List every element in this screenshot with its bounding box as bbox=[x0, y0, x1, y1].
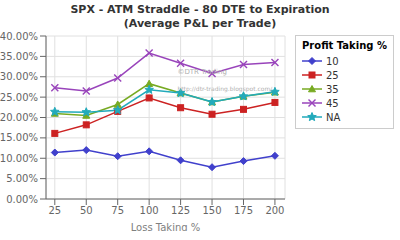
svg-text:200: 200 bbox=[265, 205, 284, 216]
html-text:http://dtr-trading.blogspot.co: http://dtr-trading.blogspot.com/ bbox=[177, 84, 273, 92]
svg-text:40.00%: 40.00% bbox=[8, 31, 38, 42]
html-text:35: 35 bbox=[326, 83, 339, 95]
html-text:(Average P&L per Trade): (Average P&L per Trade) bbox=[123, 17, 277, 30]
html-text:45: 45 bbox=[326, 97, 339, 109]
svg-text:150: 150 bbox=[202, 205, 221, 216]
svg-text:75: 75 bbox=[111, 205, 124, 216]
svg-text:Loss Taking %: Loss Taking % bbox=[131, 222, 201, 231]
html-text:©DTR Trading: ©DTR Trading bbox=[177, 67, 227, 76]
svg-text:0.00%: 0.00% bbox=[8, 194, 38, 205]
svg-text:175: 175 bbox=[234, 205, 253, 216]
svg-text:25: 25 bbox=[48, 205, 61, 216]
html-text:10: 10 bbox=[326, 55, 339, 67]
html-text:25: 25 bbox=[326, 69, 339, 81]
html-text:Profit Taking %: Profit Taking % bbox=[302, 40, 387, 51]
svg-text:100: 100 bbox=[140, 205, 159, 216]
svg-text:15.00%: 15.00% bbox=[8, 132, 38, 143]
svg-text:5.00%: 5.00% bbox=[8, 173, 38, 184]
svg-text:125: 125 bbox=[171, 205, 190, 216]
html-text:NA: NA bbox=[326, 111, 341, 123]
html-text:SPX - ATM Straddle - 80 DTE to: SPX - ATM Straddle - 80 DTE to Expiratio… bbox=[70, 3, 330, 16]
svg-text:20.00%: 20.00% bbox=[8, 112, 38, 123]
svg-text:30.00%: 30.00% bbox=[8, 71, 38, 82]
svg-text:35.00%: 35.00% bbox=[8, 51, 38, 62]
svg-text:25.00%: 25.00% bbox=[8, 92, 38, 103]
svg-text:10.00%: 10.00% bbox=[8, 153, 38, 164]
svg-text:50: 50 bbox=[80, 205, 93, 216]
